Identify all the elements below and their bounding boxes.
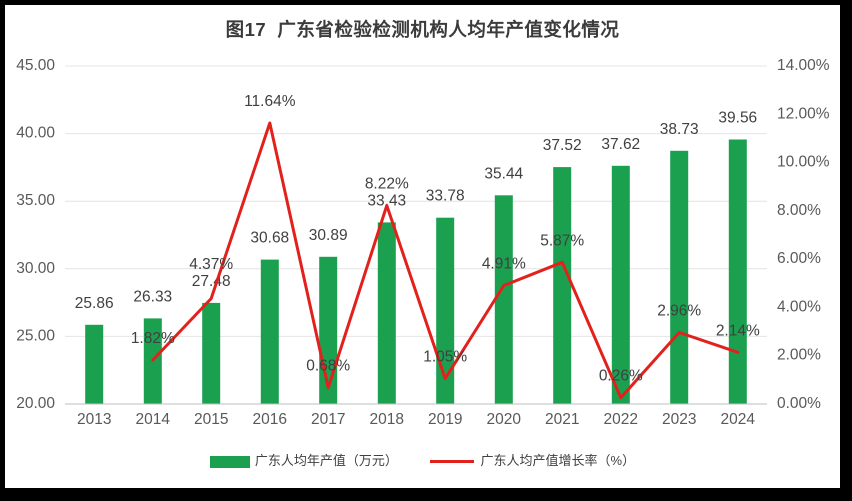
svg-text:4.37%: 4.37%: [189, 256, 233, 273]
svg-text:1.82%: 1.82%: [131, 330, 175, 347]
svg-text:2014: 2014: [136, 411, 171, 428]
svg-text:30.89: 30.89: [309, 227, 348, 244]
svg-text:2.14%: 2.14%: [716, 322, 760, 339]
svg-text:2023: 2023: [662, 411, 696, 428]
svg-text:2022: 2022: [604, 411, 638, 428]
svg-text:35.00: 35.00: [16, 192, 55, 209]
svg-text:0.26%: 0.26%: [599, 368, 643, 385]
svg-text:1.05%: 1.05%: [423, 349, 467, 366]
svg-text:26.33: 26.33: [133, 288, 172, 305]
svg-text:37.62: 37.62: [601, 136, 640, 153]
svg-text:8.22%: 8.22%: [365, 175, 409, 192]
svg-text:0.00%: 0.00%: [777, 395, 821, 412]
svg-text:25.86: 25.86: [75, 295, 114, 312]
svg-text:2.96%: 2.96%: [657, 303, 701, 320]
svg-text:40.00: 40.00: [16, 125, 55, 142]
svg-text:12.00%: 12.00%: [777, 105, 830, 122]
svg-text:4.91%: 4.91%: [482, 256, 526, 273]
svg-text:14.00%: 14.00%: [777, 57, 830, 74]
svg-text:27.48: 27.48: [192, 273, 231, 290]
svg-text:5.87%: 5.87%: [540, 232, 584, 249]
svg-text:33.78: 33.78: [426, 188, 465, 205]
svg-text:2020: 2020: [487, 411, 522, 428]
svg-text:25.00: 25.00: [16, 327, 55, 344]
svg-text:35.44: 35.44: [484, 165, 523, 182]
svg-text:2018: 2018: [370, 411, 404, 428]
svg-text:2017: 2017: [311, 411, 345, 428]
svg-text:6.00%: 6.00%: [777, 250, 821, 267]
svg-text:37.52: 37.52: [543, 137, 582, 154]
svg-text:10.00%: 10.00%: [777, 154, 830, 171]
svg-text:2013: 2013: [77, 411, 111, 428]
svg-text:20.00: 20.00: [16, 395, 55, 412]
svg-text:2021: 2021: [545, 411, 579, 428]
svg-text:8.00%: 8.00%: [777, 202, 821, 219]
svg-text:2024: 2024: [721, 411, 756, 428]
svg-text:2015: 2015: [194, 411, 228, 428]
svg-text:2.00%: 2.00%: [777, 347, 821, 364]
svg-text:4.00%: 4.00%: [777, 298, 821, 315]
svg-text:0.68%: 0.68%: [306, 358, 350, 375]
svg-text:38.73: 38.73: [660, 121, 699, 138]
svg-text:39.56: 39.56: [718, 110, 757, 127]
svg-text:2016: 2016: [253, 411, 287, 428]
svg-text:2019: 2019: [428, 411, 462, 428]
svg-text:30.68: 30.68: [250, 230, 289, 247]
svg-text:11.64%: 11.64%: [244, 93, 296, 110]
svg-text:45.00: 45.00: [16, 57, 55, 74]
svg-text:30.00: 30.00: [16, 260, 55, 277]
